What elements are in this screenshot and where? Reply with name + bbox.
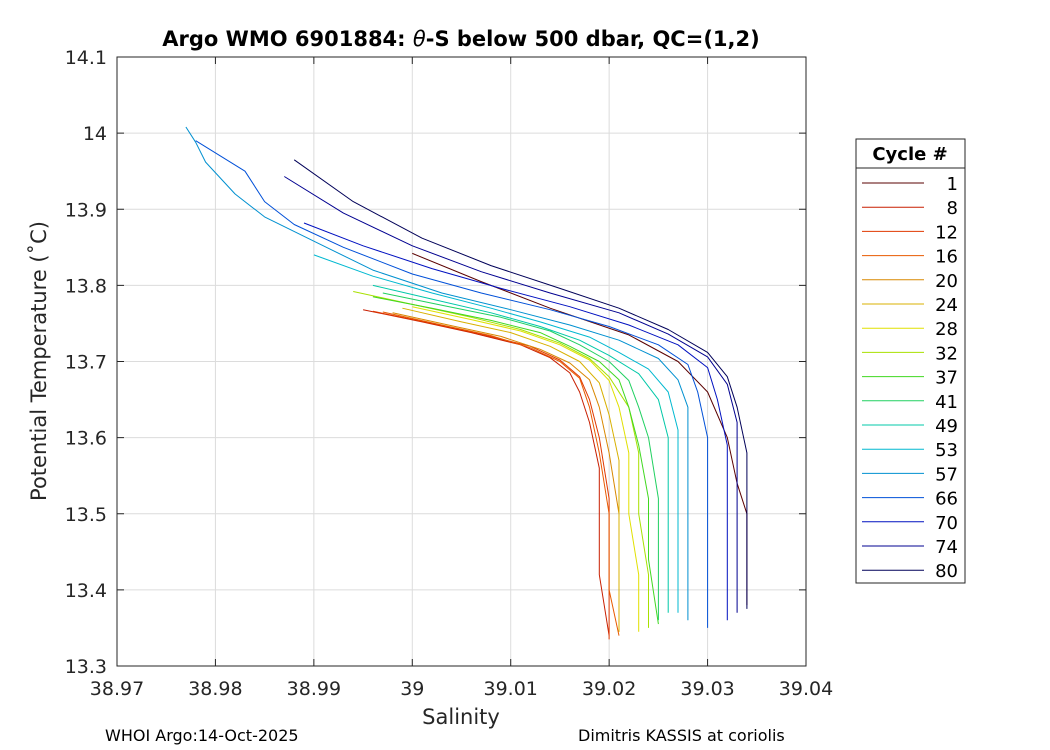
x-tick-label: 39.01 (484, 678, 538, 700)
figure: 38.97 38.98 38.99 39 39.01 39.02 39.03 39.04 13… (0, 0, 1050, 750)
legend-label-8: 8 (947, 198, 958, 219)
chart-title: Argo WMO 6901884: θ-S below 500 dbar, QC… (162, 27, 759, 51)
legend-label-53: 53 (935, 440, 958, 461)
legend-label-20: 20 (935, 271, 958, 292)
legend-label-49: 49 (935, 416, 958, 437)
y-tick-label: 13.8 (65, 275, 107, 297)
x-tick-label: 39 (400, 678, 424, 700)
footer-left: WHOI Argo:14-Oct-2025 (105, 726, 299, 745)
x-tick-label: 39.02 (582, 678, 636, 700)
footer-right: Dimitris KASSIS at coriolis (578, 726, 785, 745)
x-tick-label: 38.99 (287, 678, 341, 700)
legend-label-37: 37 (935, 368, 958, 389)
legend-label-12: 12 (935, 222, 958, 243)
legend-label-74: 74 (935, 537, 958, 558)
x-axis-label: Salinity (422, 705, 500, 729)
legend: Cycle # 1 8 12 16 20 24 28 32 37 41 49 53 57 66 70 74 80 (856, 139, 965, 583)
legend-label-80: 80 (935, 561, 958, 582)
legend-title: Cycle # (872, 144, 947, 165)
legend-label-16: 16 (935, 247, 958, 268)
y-tick-label: 13.3 (65, 656, 107, 678)
y-axis-label: Potential Temperature (˚C) (27, 221, 51, 501)
y-tick-label: 13.6 (65, 428, 107, 450)
y-tick-label: 13.7 (65, 352, 107, 374)
legend-label-32: 32 (935, 343, 958, 364)
legend-label-41: 41 (935, 392, 958, 413)
y-tick-label: 14.1 (65, 47, 107, 69)
x-tick-label: 39.04 (779, 678, 833, 700)
x-tick-label: 39.03 (680, 678, 734, 700)
x-tick-label: 38.98 (188, 678, 242, 700)
legend-label-24: 24 (935, 295, 958, 316)
legend-label-66: 66 (935, 489, 958, 510)
legend-label-28: 28 (935, 319, 958, 340)
y-tick-label: 13.4 (65, 580, 107, 602)
y-tick-label: 13.9 (65, 199, 107, 221)
legend-label-70: 70 (935, 513, 958, 534)
y-tick-label: 13.5 (65, 504, 107, 526)
x-tick-label: 38.97 (90, 678, 144, 700)
legend-label-57: 57 (935, 464, 958, 485)
y-tick-label: 14 (83, 123, 107, 145)
legend-label-1: 1 (947, 174, 958, 195)
